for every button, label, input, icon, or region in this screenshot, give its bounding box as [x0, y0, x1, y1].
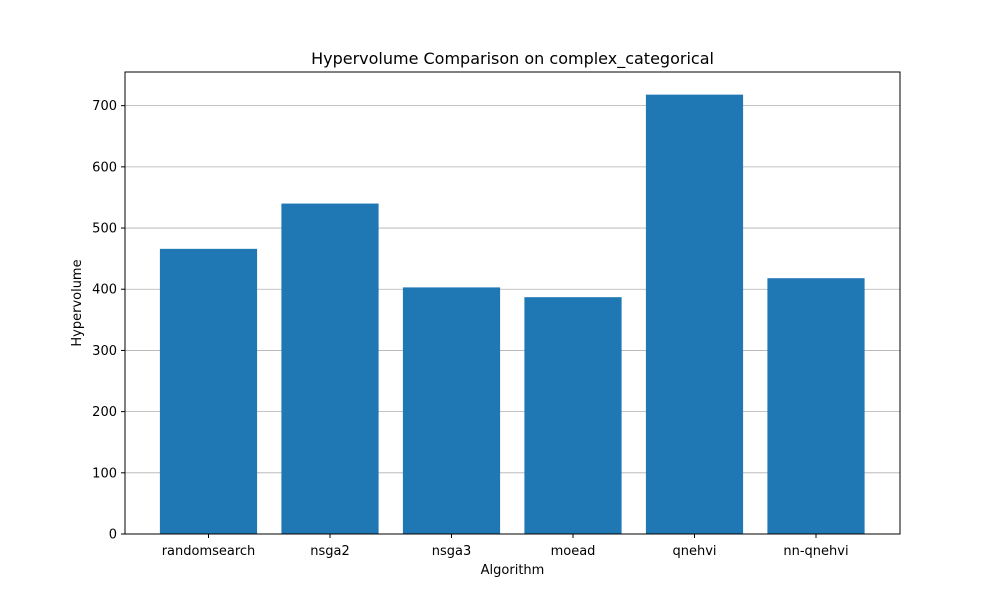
chart-title: Hypervolume Comparison on complex_catego…: [311, 49, 714, 69]
y-tick-label: 600: [92, 160, 117, 175]
bar-nsga2: [281, 203, 379, 534]
x-tick-label: randomsearch: [162, 544, 256, 559]
bar-moead: [524, 297, 622, 534]
x-axis-ticks: randomsearch nsga2 nsga3 moead qnehvi nn-qneh…: [162, 534, 849, 559]
y-axis-title: Hypervolume: [70, 259, 85, 346]
bar-randomsearch: [159, 248, 258, 534]
y-tick-label: 0: [109, 528, 117, 543]
y-tick-label: 700: [92, 99, 117, 114]
x-tick-label: qnehvi: [672, 544, 716, 559]
bar-nn-qnehvi: [767, 278, 865, 534]
y-tick-label: 200: [92, 405, 117, 420]
bar-nsga3: [402, 287, 501, 534]
y-tick-label: 500: [92, 222, 117, 237]
y-tick-label: 300: [92, 344, 117, 359]
x-tick-label: moead: [551, 544, 596, 559]
plot-frame: [124, 71, 901, 535]
x-tick-label: nn-qnehvi: [783, 544, 848, 559]
y-tick-label: 100: [92, 466, 117, 481]
x-tick-label: nsga2: [310, 544, 350, 559]
x-axis-title: Algorithm: [481, 563, 545, 578]
bar-layer: [159, 94, 865, 535]
bar-qnehvi: [645, 94, 744, 535]
x-tick-label: nsga3: [432, 544, 472, 559]
y-axis-ticks: 0 100 200 300 400 500 600 700: [92, 99, 125, 543]
y-tick-label: 400: [92, 283, 117, 298]
